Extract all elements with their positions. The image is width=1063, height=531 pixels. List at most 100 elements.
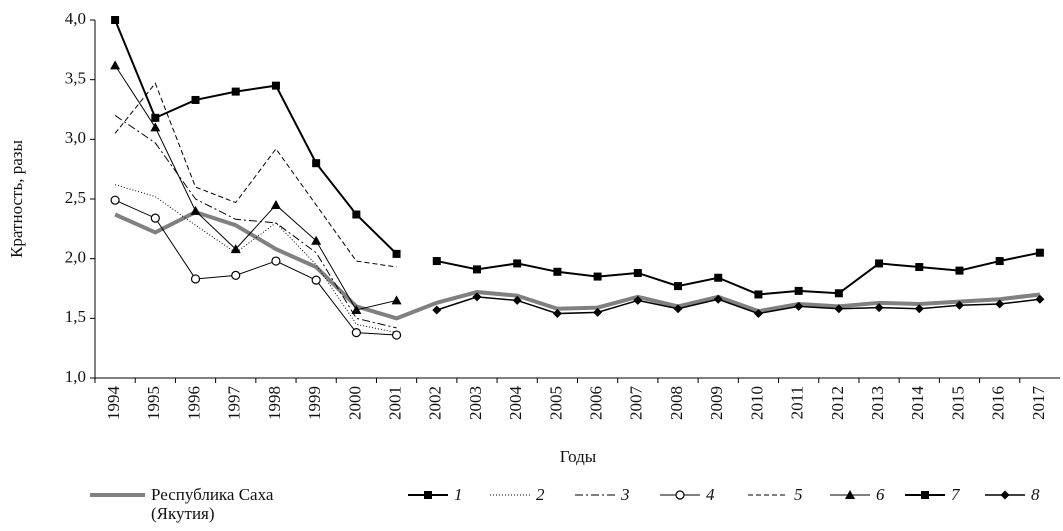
marker <box>794 301 804 311</box>
marker <box>231 270 241 280</box>
x-tick-label: 2005 <box>546 386 565 420</box>
marker <box>392 249 401 258</box>
marker <box>311 275 321 285</box>
marker <box>271 256 281 266</box>
marker <box>151 113 160 122</box>
y-tick-label: 2,5 <box>65 188 86 207</box>
x-tick-label: 1994 <box>104 386 123 421</box>
marker <box>954 300 964 310</box>
marker <box>914 304 924 314</box>
x-tick-label: 2003 <box>466 386 485 420</box>
marker <box>633 268 642 277</box>
series-line <box>436 251 1041 296</box>
marker <box>875 259 884 268</box>
marker <box>794 286 803 295</box>
y-tick-label: 1,0 <box>65 367 86 386</box>
x-tick-label: 2002 <box>426 386 445 420</box>
y-tick-label: 2,0 <box>65 248 86 267</box>
marker <box>753 309 763 319</box>
marker <box>230 244 241 254</box>
marker <box>1035 248 1044 257</box>
legend-item: Республика Саха (Якутия) <box>90 485 291 523</box>
marker <box>311 235 322 245</box>
marker <box>271 81 280 90</box>
legend-item: 5 <box>748 485 803 505</box>
legend-item: 2 <box>490 485 545 505</box>
legend-label: 8 <box>1031 485 1040 504</box>
marker <box>1000 490 1010 500</box>
marker <box>675 490 685 500</box>
marker <box>513 259 522 268</box>
x-tick-label: 2017 <box>1029 386 1048 421</box>
series-line <box>114 65 397 311</box>
marker <box>190 274 201 284</box>
x-tick-label: 2012 <box>828 386 847 420</box>
marker <box>834 289 843 298</box>
series-line <box>114 19 398 255</box>
marker <box>553 267 562 276</box>
x-tick-label: 2009 <box>707 386 726 420</box>
x-tick-label: 2006 <box>587 386 606 420</box>
marker <box>191 95 200 104</box>
series-line <box>114 82 397 268</box>
legend-item: 8 <box>985 485 1040 505</box>
marker <box>593 307 603 317</box>
legend-swatch <box>90 493 145 497</box>
marker <box>352 210 361 219</box>
marker <box>1035 294 1045 304</box>
x-tick-label: 2007 <box>627 386 646 421</box>
marker <box>633 295 643 305</box>
legend-label: 7 <box>951 485 960 504</box>
marker <box>391 330 402 340</box>
y-tick-label: 3,5 <box>65 69 86 88</box>
marker <box>995 299 1005 309</box>
marker <box>874 303 884 313</box>
x-tick-label: 2014 <box>908 386 927 421</box>
marker <box>351 328 361 338</box>
legend-swatch <box>660 490 700 500</box>
marker <box>111 16 120 24</box>
legend-label: 1 <box>454 485 463 504</box>
marker <box>845 490 855 499</box>
legend-label: 4 <box>706 485 715 504</box>
y-tick-label: 3,0 <box>65 128 86 147</box>
marker <box>391 295 402 305</box>
legend-swatch <box>748 494 788 496</box>
x-tick-label: 2004 <box>506 386 525 421</box>
legend-swatch <box>575 494 615 496</box>
legend-swatch <box>905 491 945 499</box>
legend-item: 1 <box>408 485 463 505</box>
marker <box>424 491 432 499</box>
marker <box>915 263 924 272</box>
legend-swatch <box>408 491 448 499</box>
y-tick-label: 4,0 <box>65 9 86 28</box>
marker <box>190 205 201 215</box>
legend-label: 3 <box>621 485 630 504</box>
marker <box>673 304 683 314</box>
x-tick-label: 2015 <box>948 386 967 420</box>
x-tick-label: 1996 <box>184 386 203 420</box>
marker <box>231 87 240 96</box>
legend-swatch <box>985 490 1025 500</box>
series-line <box>114 209 1041 321</box>
marker <box>110 195 120 205</box>
marker <box>955 266 964 275</box>
series-line <box>436 296 1040 315</box>
x-tick-label: 1998 <box>265 386 284 420</box>
marker <box>351 304 362 314</box>
legend-swatch <box>830 490 870 499</box>
legend-label: 6 <box>876 485 885 504</box>
marker <box>150 213 160 223</box>
marker <box>593 272 602 281</box>
x-tick-label: 2000 <box>345 386 364 420</box>
marker <box>674 282 683 291</box>
x-axis-label: Годы <box>560 447 597 466</box>
marker <box>270 199 281 209</box>
y-axis-label: Кратность, разы <box>7 140 26 258</box>
series-line <box>114 199 397 336</box>
marker <box>432 305 442 315</box>
legend-item: 6 <box>830 485 885 505</box>
legend-label: 5 <box>794 485 803 504</box>
